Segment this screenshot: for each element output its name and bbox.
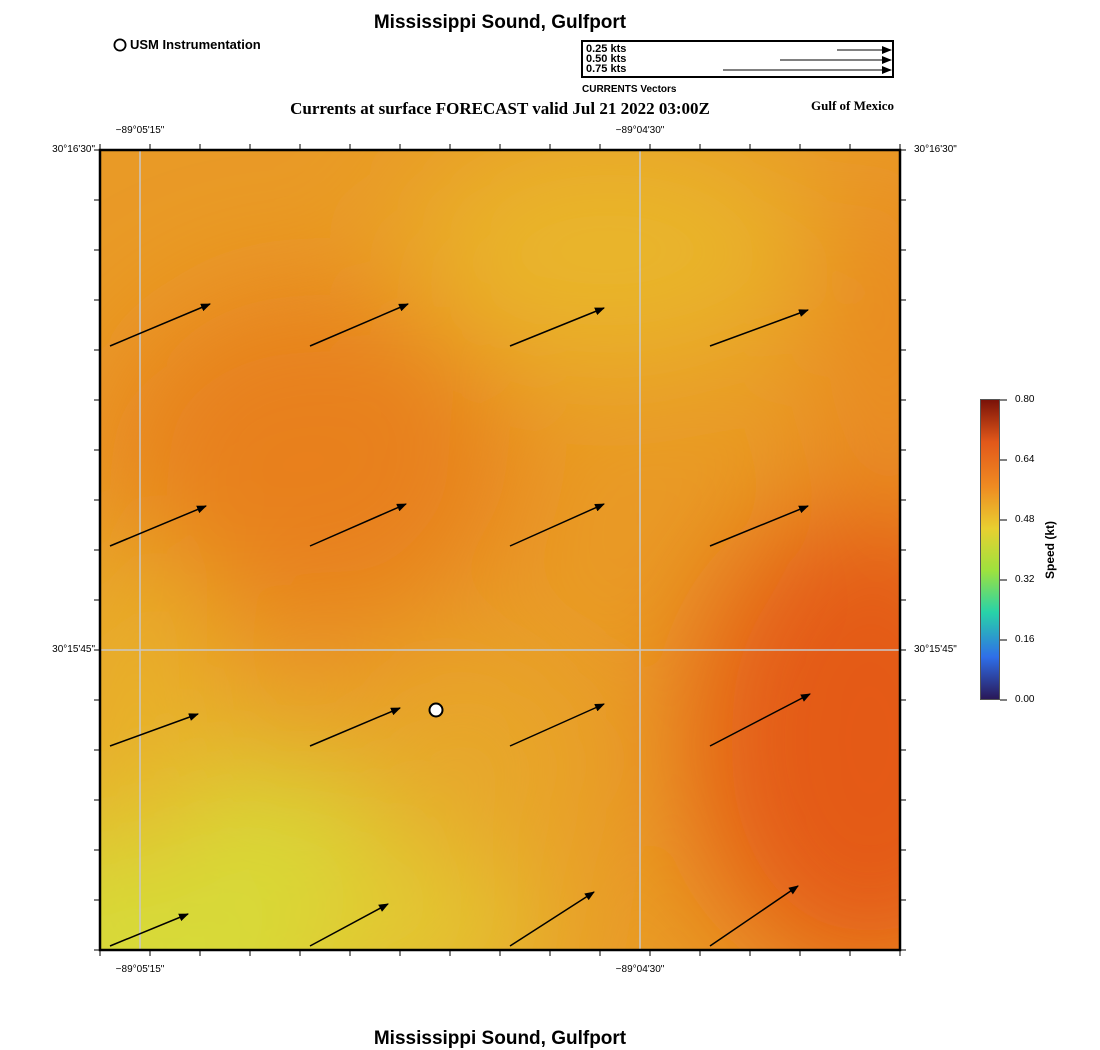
current-vector-arrow	[309, 903, 389, 947]
top-tick-label: −89°05'15"	[115, 125, 165, 136]
current-vector-arrow	[109, 303, 211, 347]
current-vector-arrow	[709, 505, 809, 547]
current-vector-arrow	[509, 307, 605, 347]
bottom-tick-label: −89°04'30"	[615, 964, 665, 975]
left-tick-label: 30°15'45"	[52, 644, 95, 655]
colorbar-ticks	[1000, 399, 1007, 701]
frame-ticks	[94, 144, 906, 956]
current-vector-arrow	[109, 505, 207, 547]
top-tick-label: −89°04'30"	[615, 125, 665, 136]
current-vector-arrow	[309, 503, 407, 547]
map-title: Mississippi Sound, Gulfport	[373, 12, 627, 33]
graticule	[100, 150, 900, 950]
right-tick-label: 30°16'30"	[914, 144, 957, 155]
current-vector-arrow	[309, 303, 409, 347]
colorbar-tick-label: 0.64	[1015, 454, 1035, 465]
current-vector-arrow	[709, 693, 811, 747]
right-tick-label: 30°15'45"	[914, 644, 957, 655]
current-speed-map	[94, 144, 906, 956]
colorbar-tick-label: 0.16	[1015, 634, 1035, 645]
current-vectors	[109, 303, 811, 947]
vector-scale-legend: 0.25 kts 0.50 kts 0.75 kts	[581, 40, 894, 78]
colorbar-tick-label: 0.32	[1015, 574, 1035, 585]
current-vector-arrow	[309, 707, 401, 747]
colorbar-tick-label: 0.48	[1015, 514, 1035, 525]
left-tick-label: 30°16'30"	[52, 144, 95, 155]
station-legend-label: USM Instrumentation	[130, 37, 261, 52]
station-marker-icon	[113, 38, 127, 51]
map-subtitle: Currents at surface FORECAST valid Jul 2…	[290, 99, 710, 118]
speed-colorbar	[980, 399, 1000, 700]
current-vector-arrow	[509, 503, 605, 547]
station-legend: USM Instrumentation	[113, 37, 261, 52]
current-vector-arrow	[709, 885, 799, 947]
speed-field	[100, 150, 900, 950]
colorbar-tick-label: 0.80	[1015, 394, 1035, 405]
current-vector-arrow	[109, 913, 189, 947]
current-vector-arrow	[709, 309, 809, 347]
current-vector-arrow	[109, 713, 199, 747]
colorbar-label: Speed (kt)	[1043, 520, 1057, 580]
vector-scale-label: 0.50 kts	[586, 53, 627, 65]
vector-scale-label: 0.25 kts	[586, 43, 627, 55]
region-label: Gulf of Mexico	[811, 98, 895, 113]
station-marker	[428, 702, 444, 718]
colorbar-tick-label: 0.00	[1015, 694, 1035, 705]
footer-title: Mississippi Sound, Gulfport	[373, 1028, 627, 1049]
vector-scale-caption: CURRENTS Vectors	[582, 84, 677, 95]
current-vector-arrow	[509, 891, 595, 947]
vector-scale-label: 0.75 kts	[586, 63, 627, 75]
current-vector-arrow	[509, 703, 605, 747]
vector-scale-arrows	[723, 46, 892, 74]
bottom-tick-label: −89°05'15"	[115, 964, 165, 975]
